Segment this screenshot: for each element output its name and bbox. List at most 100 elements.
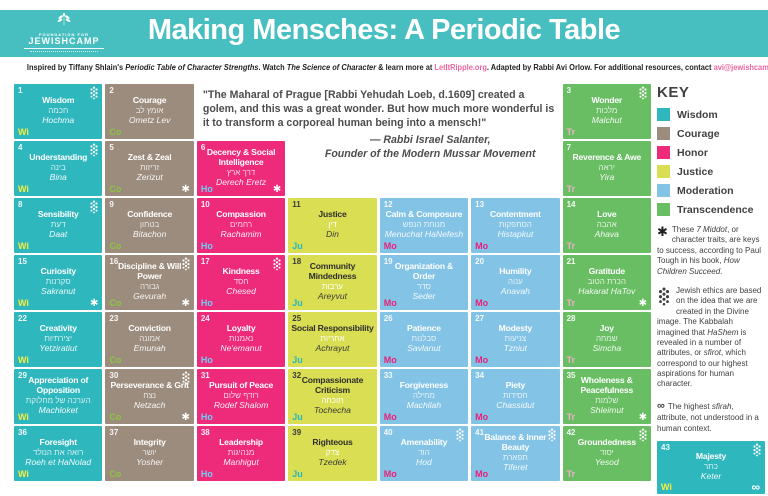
tile-1-wisdom: 1 Wisdom חכמה Hochma Wi xyxy=(14,84,103,139)
tile-category-code: Mo xyxy=(475,469,489,479)
key-entry: Justice xyxy=(657,165,765,178)
star-note: ✱ These 7 Middot, or character traits, ar… xyxy=(657,224,762,276)
tile-category-code: Wi xyxy=(661,481,672,492)
tile-transliteration: Bina xyxy=(49,172,67,183)
quote-block: "The Maharal of Prague [Rabbi Yehudah Lo… xyxy=(197,84,560,196)
tile-transliteration: Hakarat HaTov xyxy=(578,286,636,297)
tile-category-code: Ju xyxy=(292,412,303,422)
tile-title: Pursuit of Peace xyxy=(208,379,274,390)
tile-hebrew: ערבות xyxy=(321,281,344,291)
tile-number: 2 xyxy=(109,86,114,95)
tile-32-compassionate-criticism: 32 Compassionate Criticism תוכחה Tochech… xyxy=(288,369,377,424)
tile-transliteration: Yosher xyxy=(136,457,164,468)
logo-jewishcamp-text: JEWISHCAMP xyxy=(28,36,100,46)
tile-hebrew: בטחון xyxy=(139,220,160,230)
tile-title: Wisdom xyxy=(42,94,75,105)
tile-number: 18 xyxy=(292,257,302,266)
key-entries: Wisdom Courage Honor Justice Moderation … xyxy=(657,108,765,216)
tile-26-patience: 26 Patience סבלנות Savlanut Mo xyxy=(379,312,469,367)
tile-hebrew: שמחה xyxy=(595,334,618,344)
key-entry: Honor xyxy=(657,146,765,159)
tile-hebrew: שלמות xyxy=(595,395,619,405)
tile-12-calm-composure: 12 Calm & Composure מנוחת הנפש Menuchat … xyxy=(379,198,469,253)
tile-title: Zest & Zeal xyxy=(127,151,172,162)
tile-number: 20 xyxy=(475,257,485,266)
tile-number: 29 xyxy=(18,371,27,380)
header-bar: FOUNDATION FOR JEWISHCAMP Making Mensche… xyxy=(0,10,768,57)
tile-category-code: Ho xyxy=(200,469,213,479)
link-letitripple-org[interactable]: LetItRipple.org xyxy=(434,63,487,72)
tile-title: Social Responsibility xyxy=(291,322,374,333)
tile-transliteration: Tzniut xyxy=(503,343,528,354)
sfirot-cluster-icon xyxy=(181,257,191,276)
tile-hebrew: יסוד xyxy=(599,448,614,458)
tile-number: 36 xyxy=(18,428,27,437)
tile-27-modesty: 27 Modesty צניעות Tzniut Mo xyxy=(471,312,560,367)
tile-title: Calm & Composure xyxy=(385,208,463,219)
tile-number: 22 xyxy=(18,314,27,323)
sfirot-cluster-icon xyxy=(272,257,282,276)
infinity-icon: ∞ xyxy=(751,479,760,494)
tile-category-code: Wi xyxy=(18,127,29,137)
subtitle-line: Inspired by Tiffany Shlain's Periodic Ta… xyxy=(27,57,768,72)
tile-category-code: Tr xyxy=(566,241,576,251)
link-avi-jewishcamp-org[interactable]: avi@jewishcamp.org xyxy=(713,63,768,72)
tile-transliteration: Histapkut xyxy=(497,229,534,240)
tile-title: Compassionate Criticism xyxy=(301,375,364,395)
tile-31-pursuit-of-peace: 31 Pursuit of Peace רודף שלום Rodef Shal… xyxy=(196,369,286,424)
sprout-icon xyxy=(57,12,71,26)
tile-category-code: Ho xyxy=(200,184,213,194)
tile-14-love: 14 Love אהבה Ahava Tr xyxy=(562,198,651,253)
quote-attribution-name: — Rabbi Israel Salanter, xyxy=(369,133,491,146)
tile-hebrew: אחריות xyxy=(320,334,345,344)
tile-39-righteous: 39 Righteous צדק Tzedek Ju xyxy=(288,426,377,481)
tile-category-code: Tr xyxy=(566,469,576,479)
tile-number: 12 xyxy=(383,200,393,209)
tile-title: Justice xyxy=(318,208,347,219)
tile-title: Balance & Inner Beauty xyxy=(484,432,547,452)
tile-23-conviction: 23 Conviction אמונה Emunah Co xyxy=(105,312,194,367)
tile-42-groundedness: 42 Groundedness יסוד Yesod Tr xyxy=(562,426,651,481)
tile-title: Wonder xyxy=(591,94,623,105)
tile-11-justice: 11 Justice דין Din Ju xyxy=(288,198,377,253)
key-tile-slot: 43 Majesty כתר Keter Wi ∞ xyxy=(657,440,765,494)
tile-hebrew: חסד xyxy=(233,277,249,287)
star-icon: ✱ xyxy=(638,298,647,309)
tile-title: Gratitude xyxy=(588,265,626,276)
sfirot-cluster-icon xyxy=(455,428,465,447)
tile-category-code: Mo xyxy=(475,412,489,422)
tile-number: 3 xyxy=(566,86,572,95)
key-entry: Transcendence xyxy=(657,203,765,216)
tile-number: 4 xyxy=(18,143,23,152)
tile-18-community-mindedness: 18 Community Mindedness ערבות Areyvut Ju xyxy=(288,255,377,310)
star-icon: ✱ xyxy=(181,298,190,309)
tile-title: Forgiveness xyxy=(399,379,449,390)
tile-number: 14 xyxy=(566,200,576,209)
tile-category-code: Ju xyxy=(292,241,303,251)
tile-number: 30 xyxy=(109,371,119,380)
tile-category-code: Mo xyxy=(383,241,397,251)
sfirot-cluster-icon xyxy=(547,428,557,447)
tile-number: 5 xyxy=(109,143,114,152)
tile-category-code: Co xyxy=(109,184,122,194)
tile-title: Amenability xyxy=(400,436,448,447)
tile-title: Appreciation of Opposition xyxy=(28,375,89,395)
tile-number: 15 xyxy=(18,257,27,266)
tile-transliteration: Ahava xyxy=(594,229,619,240)
logo-tagline-line xyxy=(30,51,98,54)
tile-number: 7 xyxy=(566,143,572,152)
tile-category-code: Mo xyxy=(383,469,397,479)
star-icon: ✱ xyxy=(638,412,647,423)
tile-title: Discipline & Will Power xyxy=(117,261,182,281)
tile-category-code: Ju xyxy=(292,298,303,308)
tile-hebrew: צניעות xyxy=(504,334,527,344)
key-label-courage: Courage xyxy=(677,127,720,140)
tile-title: Decency & Social Intelligence xyxy=(206,147,276,167)
tile-title: Modesty xyxy=(498,322,533,333)
tile-title: Courage xyxy=(132,94,167,105)
key-entry: Moderation xyxy=(657,184,765,197)
tile-category-code: Wi xyxy=(18,469,29,479)
tile-34-piety: 34 Piety חסידות Chassidut Mo xyxy=(471,369,560,424)
tile-hebrew: הוד xyxy=(418,448,430,458)
tile-title: Humility xyxy=(499,265,532,276)
